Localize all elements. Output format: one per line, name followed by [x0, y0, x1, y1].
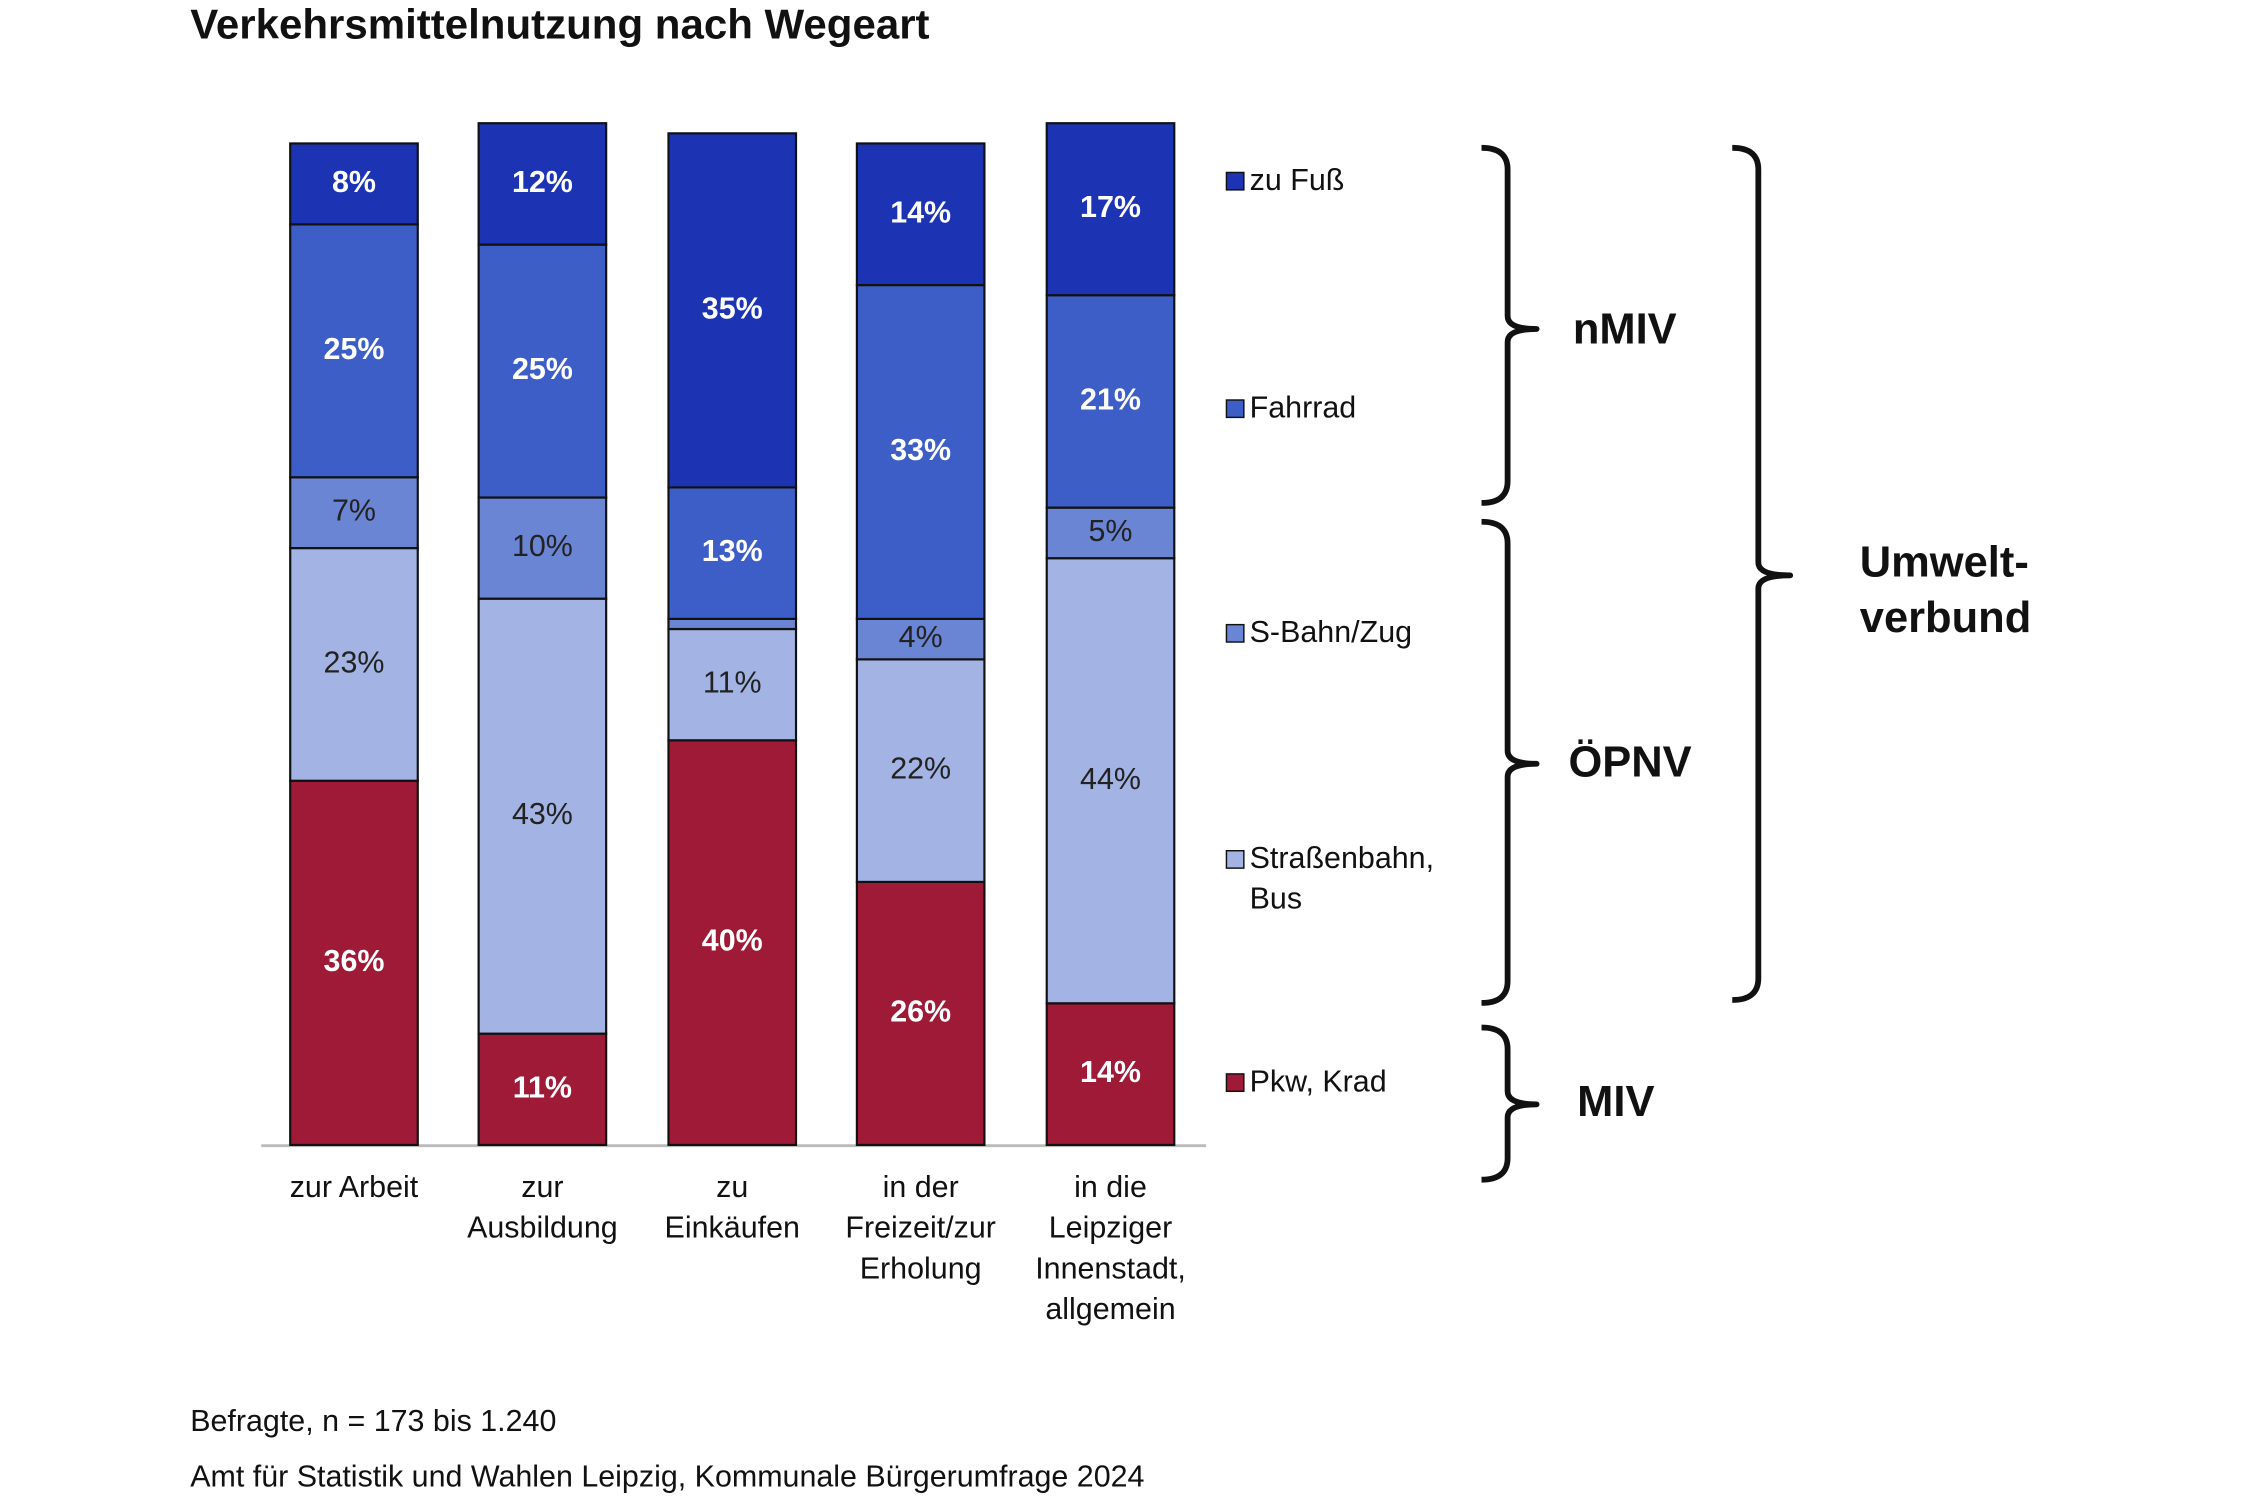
group-label: ÖPNV — [1568, 738, 1691, 787]
group-label: verbund — [1860, 594, 2031, 642]
data-label: 17% — [1080, 190, 1141, 224]
bar-segment — [667, 739, 798, 1147]
legend-label-box: Fahrrad — [1249, 391, 1357, 425]
legend-label-box: Straßenbahn, Bus — [1249, 842, 1435, 916]
bar-segment — [667, 627, 798, 742]
bar-segment — [477, 597, 608, 1035]
data-label: 25% — [324, 332, 385, 366]
data-label: 43% — [512, 797, 573, 831]
legend-label: Straßenbahn, Bus — [1249, 842, 1435, 916]
data-label: 12% — [512, 165, 573, 199]
bar-segment — [855, 142, 986, 287]
legend-label-box: S-Bahn/Zug — [1249, 615, 1413, 650]
bar-segment — [477, 1032, 608, 1147]
bracket — [1481, 1024, 1540, 1183]
bar-segment — [289, 142, 419, 226]
x-tick-label-box: zur Ausbildung — [467, 1171, 618, 1245]
data-label: 26% — [890, 994, 951, 1028]
x-tick-label: zur Arbeit — [289, 1171, 419, 1205]
footnote: Befragte, n = 173 bis 1.240 — [190, 1404, 556, 1438]
x-tick-label-box: in der Freizeit/zur Erholung — [845, 1171, 996, 1286]
data-label: 33% — [890, 433, 951, 467]
x-tick-label-box: zur Arbeit — [289, 1171, 419, 1205]
group-label: nMIV — [1573, 305, 1677, 353]
bracket — [1732, 144, 1794, 1003]
data-label: 14% — [1080, 1055, 1141, 1089]
data-label: 10% — [512, 529, 573, 563]
data-label: 22% — [890, 752, 951, 786]
data-label: 7% — [332, 494, 376, 528]
data-label: 23% — [324, 645, 385, 679]
chart-title: Verkehrsmittelnutzung nach Wegeart — [190, 1, 929, 48]
data-label: 11% — [703, 666, 762, 700]
legend-label: Pkw, Krad — [1249, 1065, 1387, 1099]
legend-label: S-Bahn/Zug — [1249, 615, 1413, 650]
legend-swatch — [1225, 849, 1245, 869]
group-label: Umwelt- — [1860, 539, 2029, 587]
bar-segment — [1045, 122, 1176, 297]
x-tick-label-box: zu Einkäufen — [664, 1171, 800, 1245]
data-label: 4% — [899, 620, 943, 654]
footnote: Amt für Statistik und Wahlen Leipzig, Ko… — [190, 1459, 1144, 1493]
x-tick-label: zu Einkäufen — [664, 1171, 800, 1245]
legend-label-box: zu Fuß — [1249, 163, 1345, 198]
bar-segment — [855, 880, 986, 1147]
legend-swatch — [1225, 1073, 1245, 1093]
data-label: 11% — [513, 1070, 572, 1104]
bar-segment — [289, 779, 419, 1147]
bar-segment — [477, 243, 608, 499]
data-label: 5% — [1089, 514, 1133, 548]
bar-segment — [855, 658, 986, 883]
bar-segment — [1045, 1002, 1176, 1147]
data-label: 40% — [702, 924, 763, 958]
data-label: 25% — [512, 352, 573, 386]
group-label: MIV — [1577, 1078, 1654, 1126]
bar-segment — [289, 546, 419, 782]
x-tick-label: in der Freizeit/zur Erholung — [845, 1171, 996, 1286]
data-label: 14% — [890, 195, 951, 229]
data-label: 35% — [702, 291, 763, 325]
bar-segment — [667, 617, 798, 631]
data-label: 13% — [702, 534, 763, 568]
bar-segment — [477, 496, 608, 600]
bar-segment — [1045, 557, 1176, 1005]
x-tick-label: zur Ausbildung — [467, 1171, 618, 1245]
legend-swatch — [1225, 171, 1245, 191]
bar-segment — [855, 617, 986, 661]
data-label: 21% — [1080, 382, 1141, 416]
legend-label-box: Pkw, Krad — [1249, 1065, 1387, 1099]
data-label: 36% — [324, 944, 385, 978]
bracket — [1481, 144, 1540, 506]
bar-segment — [477, 122, 608, 246]
bracket — [1481, 518, 1540, 1006]
x-tick-label-box: in die Leipziger Innenstadt, allgemein — [1035, 1171, 1186, 1327]
legend-label: Fahrrad — [1249, 391, 1357, 425]
bar-segment — [1045, 294, 1176, 509]
legend-label: zu Fuß — [1249, 163, 1345, 198]
bar-segment — [1045, 506, 1176, 560]
bar-segment — [855, 283, 986, 620]
legend-swatch — [1225, 623, 1245, 643]
bar-segment — [289, 223, 419, 479]
bar-segment — [667, 132, 798, 489]
bar-segment — [667, 486, 798, 620]
data-label: 8% — [332, 165, 376, 199]
legend-swatch — [1225, 399, 1245, 419]
data-label: 44% — [1080, 762, 1141, 796]
x-tick-label: in die Leipziger Innenstadt, allgemein — [1035, 1171, 1186, 1327]
